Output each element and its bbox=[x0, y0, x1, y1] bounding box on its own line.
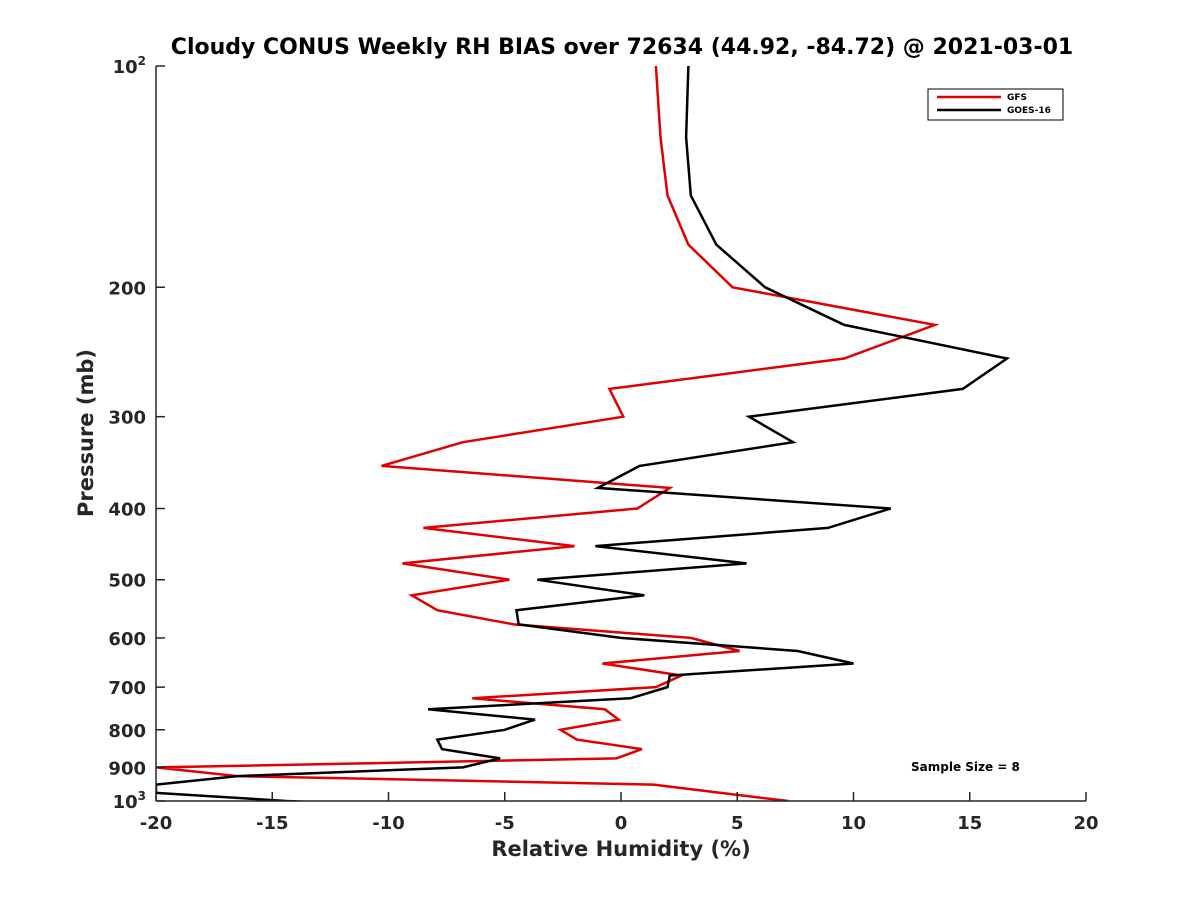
y-tick-label: 700 bbox=[108, 678, 146, 699]
x-tick-label: 0 bbox=[615, 813, 628, 834]
x-tick-label: 5 bbox=[731, 813, 744, 834]
y-tick-label: 102 bbox=[113, 54, 146, 78]
y-tick-label: 200 bbox=[108, 278, 146, 299]
y-tick-label: 400 bbox=[108, 500, 146, 521]
y-tick-label: 500 bbox=[108, 571, 146, 592]
chart-title: Cloudy CONUS Weekly RH BIAS over 72634 (… bbox=[171, 35, 1073, 60]
x-axis-ticks: -20 -15 -10 -5 0 5 10 15 20 bbox=[140, 792, 1099, 834]
y-tick-label: 900 bbox=[108, 758, 146, 779]
y-tick-label: 800 bbox=[108, 721, 146, 742]
legend-box bbox=[927, 88, 1064, 121]
legend-label-gfs: GFS bbox=[1007, 93, 1027, 103]
legend-label-goes16: GOES-16 bbox=[1007, 106, 1051, 116]
x-tick-label: 15 bbox=[957, 813, 982, 834]
legend: GFS GOES-16 bbox=[927, 88, 1064, 121]
y-tick-label: 600 bbox=[108, 629, 146, 650]
series-line-goes-16 bbox=[156, 66, 1011, 801]
series-line-gfs bbox=[156, 66, 940, 801]
y-tick-label: 300 bbox=[108, 408, 146, 429]
y-axis-ticks: 102 200 300 400 500 600 700 800 900 103 bbox=[108, 54, 165, 813]
x-tick-label: 20 bbox=[1073, 813, 1098, 834]
sample-size-annotation: Sample Size = 8 bbox=[911, 760, 1020, 774]
x-tick-label: 10 bbox=[841, 813, 866, 834]
x-tick-label: -20 bbox=[140, 813, 173, 834]
x-axis-label: Relative Humidity (%) bbox=[491, 837, 750, 861]
x-tick-label: -5 bbox=[495, 813, 515, 834]
x-tick-label: -15 bbox=[256, 813, 289, 834]
series-layer bbox=[156, 66, 1011, 801]
y-axis-label: Pressure (mb) bbox=[74, 349, 98, 517]
x-tick-label: -10 bbox=[372, 813, 405, 834]
y-tick-label: 103 bbox=[113, 789, 146, 813]
